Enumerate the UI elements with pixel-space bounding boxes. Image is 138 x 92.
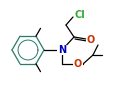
- Text: N: N: [58, 45, 66, 55]
- Text: O: O: [87, 35, 95, 45]
- Text: O: O: [74, 59, 82, 69]
- Text: Cl: Cl: [75, 10, 85, 20]
